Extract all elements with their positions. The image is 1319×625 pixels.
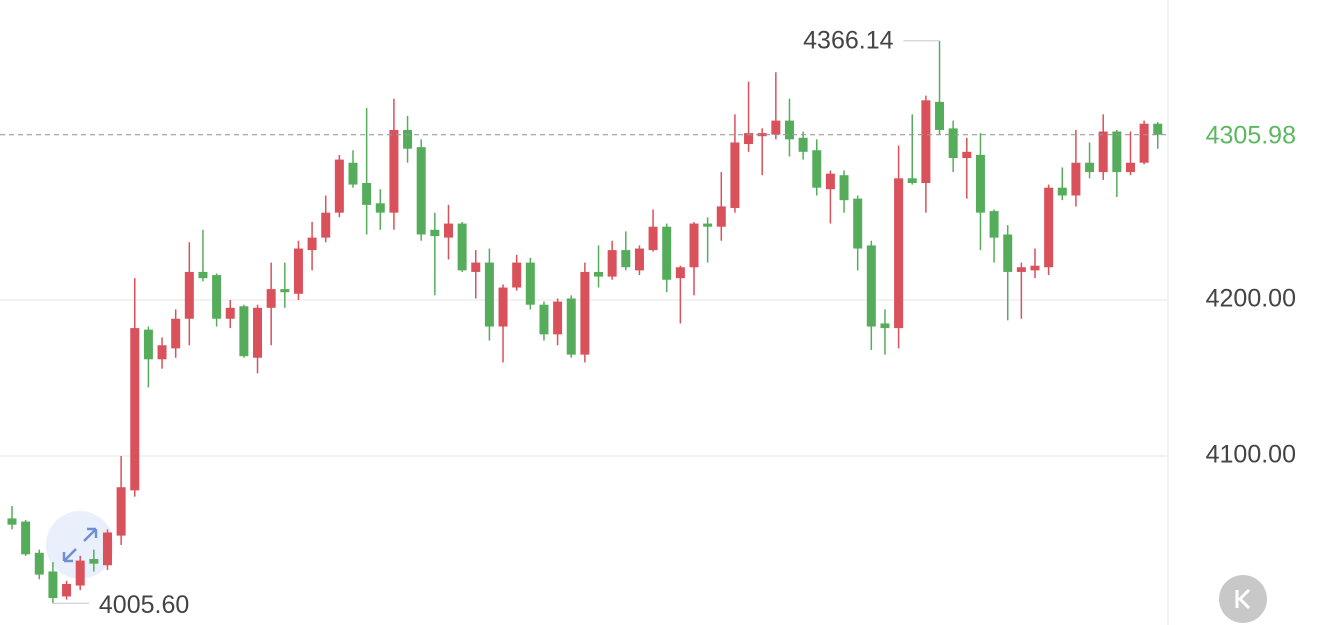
candle-body [7, 518, 17, 525]
candle-body [812, 150, 822, 188]
candle-body [457, 223, 467, 271]
candle-body [1071, 162, 1081, 196]
candle-body [839, 175, 849, 201]
candle-body [730, 142, 740, 208]
candle-body [116, 487, 126, 536]
candle-body [1153, 123, 1163, 135]
candle-body [853, 198, 863, 249]
candle-body [484, 262, 494, 327]
candle-body [389, 129, 399, 213]
candle-body [566, 298, 576, 355]
candle-body [716, 206, 726, 227]
candle-body [403, 129, 413, 149]
candle-body [825, 173, 835, 190]
candle-body [212, 275, 222, 319]
candle-body [1030, 265, 1040, 271]
candle-body [594, 271, 604, 277]
candle-body [880, 323, 890, 329]
candle-body [539, 304, 549, 335]
candle-body [334, 159, 344, 213]
candle-body [1098, 131, 1108, 173]
y-tick-label: 4100.00 [1206, 441, 1296, 469]
candle-body [184, 271, 194, 319]
candle-body [621, 250, 631, 268]
candle-body [607, 250, 617, 277]
candle-body [907, 178, 917, 184]
annotation-label: 4005.60 [99, 591, 189, 619]
annotation-label: 4366.14 [803, 26, 893, 54]
candle-body [143, 329, 153, 360]
candle-body [239, 306, 249, 357]
candle-body [48, 571, 58, 599]
candle-body [443, 223, 453, 238]
candle-body [171, 318, 181, 349]
candle-body [703, 223, 713, 227]
candle-body [1044, 187, 1054, 268]
candle-body [580, 271, 590, 355]
candle-body [198, 271, 208, 279]
candle-body [798, 137, 808, 152]
candle-body [553, 301, 563, 335]
candle-body [307, 237, 317, 251]
candle-body [102, 532, 112, 566]
candle-body [21, 521, 31, 555]
candle-body [89, 559, 99, 564]
candle-body [362, 183, 372, 205]
candle-body [266, 289, 276, 308]
candle-body [321, 212, 331, 238]
candle-body [430, 229, 440, 237]
candle-body [525, 262, 535, 305]
candle-body [512, 262, 522, 288]
last-price-label: 4305.98 [1206, 121, 1296, 149]
candle-body [1003, 234, 1013, 272]
candle-body [894, 178, 904, 329]
candle-body [648, 226, 658, 251]
candle-body [416, 147, 426, 235]
candle-body [784, 120, 794, 140]
candle-body [935, 101, 945, 130]
candle-body [293, 248, 303, 294]
candle-body [744, 133, 754, 145]
candle-body [62, 583, 72, 597]
candle-body [280, 289, 290, 293]
candle-body [375, 203, 385, 213]
candle-body [225, 307, 235, 319]
candle-body [689, 223, 699, 268]
candle-body [75, 560, 85, 586]
candle-body [1112, 131, 1122, 173]
candle-body [975, 154, 985, 213]
candle-body [348, 162, 358, 185]
candle-body [921, 100, 931, 184]
candle-body [130, 328, 140, 491]
candle-body [962, 151, 972, 159]
candle-body [634, 248, 644, 271]
candle-body [771, 120, 781, 135]
candle-body [866, 245, 876, 327]
candle-body [1016, 267, 1026, 272]
candle-body [1057, 187, 1067, 196]
candle-body [757, 133, 767, 137]
candle-body [1085, 162, 1095, 173]
candle-body [157, 345, 167, 360]
candle-body [471, 262, 481, 272]
candle-body [253, 307, 263, 358]
candle-body [1139, 123, 1149, 163]
k-icon [1235, 588, 1251, 610]
candle-body [948, 128, 958, 159]
candle-body [989, 211, 999, 238]
candle-body [662, 226, 672, 280]
k-button[interactable] [1219, 575, 1267, 623]
candle-body [498, 287, 508, 327]
candle-body [1125, 162, 1135, 173]
candle-body [675, 267, 685, 279]
expand-icon [62, 527, 98, 563]
candle-body [34, 552, 44, 575]
y-tick-label: 4200.00 [1206, 285, 1296, 313]
